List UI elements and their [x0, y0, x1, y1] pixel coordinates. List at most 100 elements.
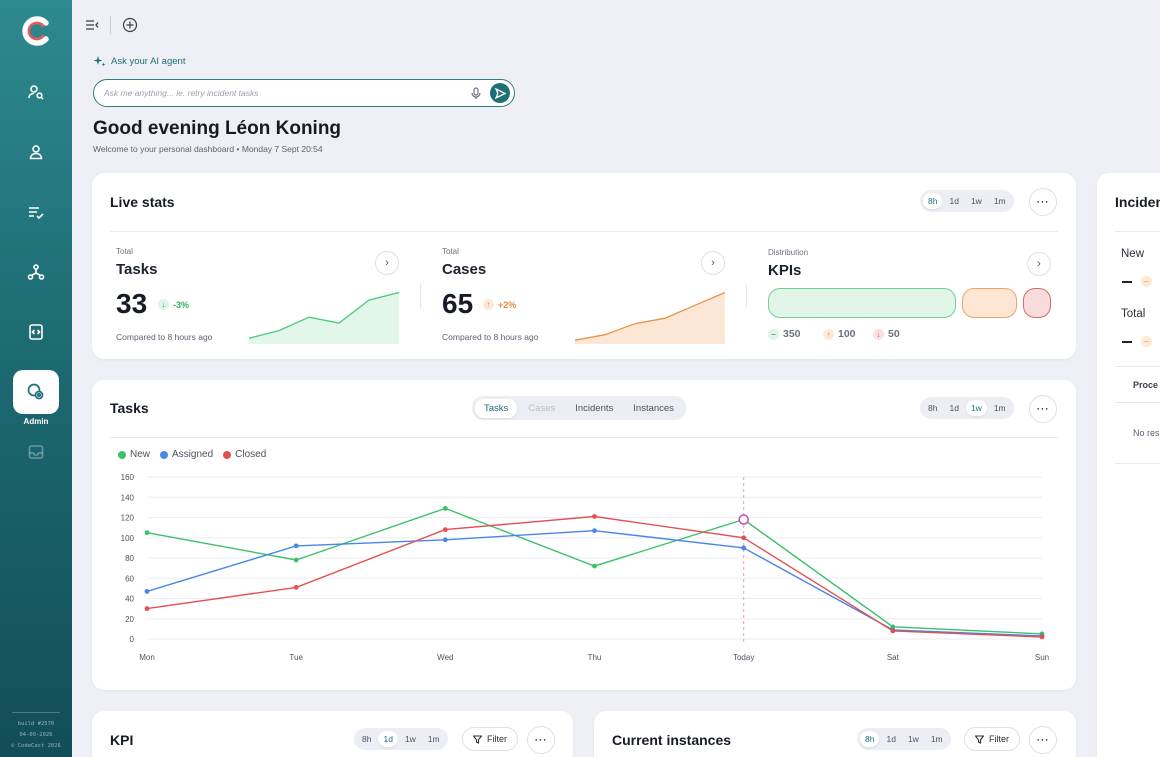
tasks-stat-open-button[interactable]: › — [375, 251, 399, 275]
tasks-more-button[interactable]: ⋯ — [1029, 395, 1057, 423]
range-8h[interactable]: 8h — [362, 734, 372, 744]
arrow-up-icon: ↑ — [483, 299, 494, 310]
network-icon[interactable] — [24, 260, 48, 284]
tab-cases[interactable]: Cases — [528, 402, 556, 414]
data-point — [144, 530, 150, 536]
cases-trend-line — [574, 291, 726, 341]
microphone-icon[interactable] — [469, 86, 483, 100]
cases-trend-sparkline — [574, 291, 726, 344]
tasks-card-title: Tasks — [110, 400, 149, 416]
code-file-icon[interactable] — [24, 320, 48, 344]
range-8h[interactable]: 8h — [923, 193, 943, 209]
data-point — [293, 543, 299, 549]
card-divider — [1115, 366, 1160, 367]
kpis-stat-name: KPIs — [768, 262, 802, 279]
kpi-legend-red: ↓ 50 — [873, 328, 900, 340]
kpi-bar-orange — [962, 288, 1017, 318]
user-icon[interactable] — [24, 140, 48, 164]
kpis-stat-open-button[interactable]: › — [1027, 252, 1051, 276]
topbar-separator — [110, 16, 111, 34]
legend-label: Closed — [235, 449, 267, 460]
range-1m[interactable]: 1m — [427, 734, 440, 744]
ai-search-box — [93, 79, 515, 107]
filter-icon — [975, 734, 984, 744]
collapse-menu-icon[interactable] — [83, 16, 101, 34]
range-8h[interactable]: 8h — [860, 731, 880, 747]
range-1w[interactable]: 1w — [970, 196, 982, 206]
incidents-card — [1097, 173, 1160, 757]
tab-incidents[interactable]: Incidents — [575, 402, 614, 414]
ask-ai-link[interactable]: Ask your AI agent — [93, 55, 185, 68]
filter-label: Filter — [989, 734, 1009, 744]
data-point — [741, 535, 747, 541]
instances-more-button[interactable]: ⋯ — [1029, 726, 1057, 754]
admin-nav-tile[interactable] — [13, 370, 59, 414]
kpi-legend-green: – 350 — [768, 328, 801, 340]
y-tick-label: 0 — [130, 635, 135, 644]
series-line-assigned — [146, 529, 1043, 637]
send-button[interactable] — [490, 83, 510, 103]
ai-search-input[interactable] — [104, 85, 464, 101]
range-1m[interactable]: 1m — [993, 196, 1006, 206]
range-1d[interactable]: 1d — [378, 731, 398, 747]
stat-separator — [420, 284, 421, 308]
tab-tasks[interactable]: Tasks — [475, 398, 518, 418]
legend-swatch — [160, 450, 169, 459]
user-search-icon[interactable] — [24, 80, 48, 104]
app-logo[interactable] — [19, 14, 53, 48]
incidents-new-label: New — [1121, 248, 1145, 260]
x-tick-label: Today — [733, 653, 754, 662]
sidebar: Admin build #2570 04-09-2026 © CodeCast … — [0, 0, 72, 757]
live-stats-title: Live stats — [110, 194, 175, 210]
range-1w[interactable]: 1w — [404, 734, 416, 744]
y-tick-label: 20 — [125, 615, 134, 624]
cases-delta-value: +2% — [498, 299, 517, 310]
legend-closed[interactable]: Closed — [223, 449, 266, 460]
range-1w[interactable]: 1w — [965, 400, 987, 416]
x-tick-label: Wed — [437, 653, 453, 662]
filter-label: Filter — [487, 734, 507, 744]
cases-trend-area — [575, 292, 725, 344]
instances-card-title: Current instances — [612, 732, 732, 748]
tasks-stat-delta: ↓ -3% — [158, 299, 189, 310]
range-1d[interactable]: 1d — [949, 403, 959, 413]
list-check-icon[interactable] — [24, 200, 48, 224]
cases-stat-open-button[interactable]: › — [701, 251, 725, 275]
tab-instances[interactable]: Instances — [633, 402, 674, 414]
range-8h[interactable]: 8h — [928, 403, 938, 413]
incidents-new-dash — [1122, 281, 1132, 283]
minus-icon: – — [768, 328, 779, 340]
incidents-total-label: Total — [1121, 308, 1146, 320]
x-tick-label: Sat — [887, 653, 900, 662]
y-tick-label: 160 — [121, 473, 135, 482]
live-stats-card — [92, 173, 1076, 359]
live-stats-more-button[interactable]: ⋯ — [1029, 188, 1057, 216]
range-1m[interactable]: 1m — [993, 403, 1006, 413]
data-point — [442, 527, 448, 533]
range-1w[interactable]: 1w — [907, 734, 919, 744]
ask-ai-label: Ask your AI agent — [111, 56, 186, 67]
data-point — [144, 589, 150, 594]
data-point — [592, 563, 597, 569]
x-tick-label: Sun — [1035, 653, 1049, 662]
greeting-title: Good evening Léon Koning — [93, 118, 342, 139]
tasks-trend-sparkline — [248, 291, 400, 344]
legend-assigned[interactable]: Assigned — [160, 449, 213, 460]
data-point — [592, 514, 597, 519]
range-1m[interactable]: 1m — [930, 734, 943, 744]
instances-filter-button[interactable]: Filter — [964, 727, 1020, 751]
cases-stat-name: Cases — [442, 261, 487, 278]
build-number: build #2570 — [17, 721, 55, 727]
arrow-down-icon: ↓ — [158, 299, 169, 310]
y-tick-label: 60 — [125, 574, 134, 583]
range-1d[interactable]: 1d — [949, 196, 959, 206]
range-1d[interactable]: 1d — [886, 734, 896, 744]
kpi-more-button[interactable]: ⋯ — [527, 726, 555, 754]
tasks-stat-value: 33 — [116, 288, 148, 319]
inbox-icon[interactable] — [24, 440, 48, 464]
card-divider — [1115, 231, 1160, 232]
legend-new[interactable]: New — [118, 449, 150, 460]
add-circle-icon[interactable] — [121, 16, 139, 34]
kpi-filter-button[interactable]: Filter — [462, 727, 518, 751]
legend-swatch — [223, 450, 232, 459]
